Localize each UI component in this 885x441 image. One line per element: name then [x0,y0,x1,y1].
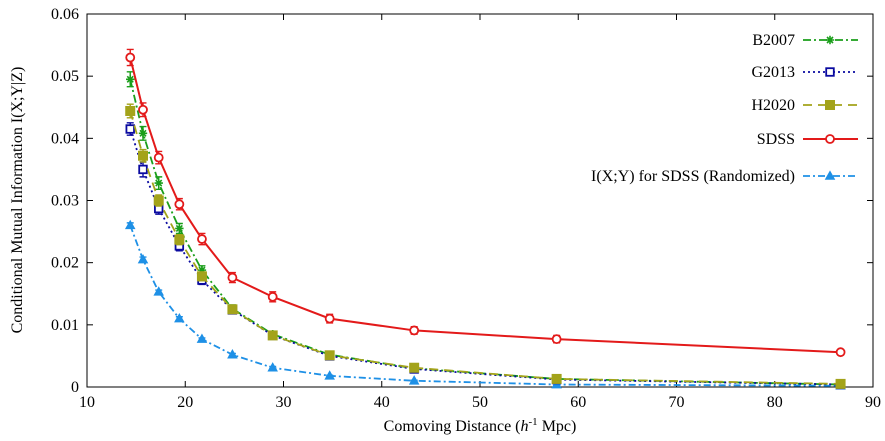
x-axis-label-suffix: Mpc) [538,418,577,435]
data-point [174,199,185,210]
data-point [825,67,835,77]
data-point [138,164,148,175]
data-point [153,152,164,163]
data-point [835,378,846,389]
x-tick-label: 30 [276,394,292,411]
data-point [825,35,835,45]
x-tick-label: 40 [374,394,390,411]
legend-label: B2007 [752,32,795,49]
legend-item: I(X;Y) for SDSS (Randomized) [591,168,858,185]
data-point [126,75,135,84]
data-point [825,100,835,110]
data-point [138,150,149,161]
data-point [138,129,148,138]
series-i-x-y-for-sdss-randomized [124,219,846,390]
data-point [227,349,238,359]
y-axis-label: Conditional Mutual Information I(X;Y|Z) [9,67,26,334]
data-point [153,286,165,296]
data-point [153,195,164,206]
x-tick-label: 50 [472,394,488,411]
data-point [835,347,846,358]
legend-label: I(X;Y) for SDSS (Randomized) [591,168,795,185]
data-point [154,178,163,188]
y-tick-label: 0.06 [51,6,79,23]
x-axis-label-prefix: Comoving Distance ( [384,418,521,435]
legend: B2007 G2013 H2020 SDSS I(X;Y) for SDSS (Rand… [591,32,858,185]
legend-label: G2013 [751,64,795,81]
data-point [409,325,420,336]
y-tick-label: 0.01 [51,317,79,334]
y-tick-label: 0.02 [51,255,79,272]
series-b2007 [126,71,845,389]
legend-item: B2007 [752,32,858,49]
x-tick-label: 60 [570,394,586,411]
data-point [551,373,562,384]
data-point [137,253,149,264]
data-point [324,370,335,380]
x-tick-label: 90 [865,394,881,411]
x-tick-label: 20 [177,394,193,411]
y-tick-label: 0.05 [51,68,79,85]
data-point [409,362,420,373]
data-point [227,272,238,283]
data-point [267,362,278,372]
legend-item: H2020 [751,97,858,114]
legend-item: G2013 [751,64,858,81]
data-point [267,330,278,341]
data-point [196,333,208,343]
y-tick-label: 0.03 [51,193,79,210]
data-point [124,219,136,230]
series-line [129,110,841,385]
data-point [197,234,207,244]
x-tick-label: 80 [767,394,783,411]
x-tick-label: 10 [79,394,95,411]
series-h2020 [125,103,846,389]
data-point [824,170,836,180]
axis-ticks: 10 20 30 40 50 60 70 80 90 0 0.01 0.02 0.03 0.04 0.05 0… [51,6,881,411]
x-axis-label-sup: -1 [529,416,538,428]
data-point [125,52,136,63]
data-point [138,104,148,115]
x-tick-label: 70 [669,394,685,411]
data-point [125,105,136,116]
series-g2013 [125,122,846,390]
data-point [174,312,185,323]
series-sdss [125,48,846,358]
data-point [174,234,185,245]
data-point [196,271,207,282]
series-line [129,79,841,386]
y-tick-label: 0.04 [51,130,79,147]
legend-label: SDSS [757,131,795,148]
data-point [227,304,238,315]
data-point [267,291,278,302]
data-point [551,334,562,345]
legend-item: SDSS [757,131,858,148]
data-point [175,224,184,233]
data-point [324,313,335,324]
data-point [197,265,207,275]
x-axis-label: Comoving Distance (h-1 Mpc) [384,416,577,435]
y-tick-label: 0 [71,379,79,396]
data-point [125,124,135,134]
x-axis-label-italic: h [521,418,529,435]
data-point [825,134,835,144]
legend-label: H2020 [751,97,795,114]
series-layer [124,48,846,390]
data-point [324,350,335,361]
data-point [408,375,420,385]
